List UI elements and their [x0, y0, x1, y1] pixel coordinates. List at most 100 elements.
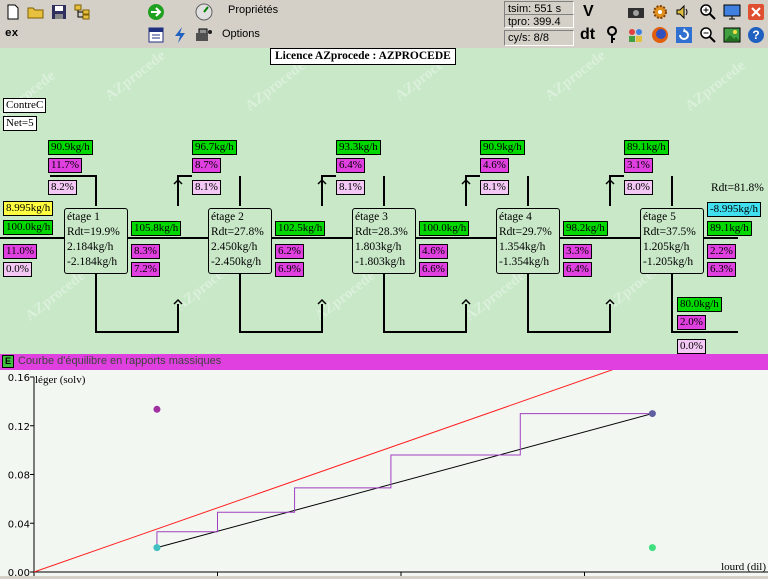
inter-pct2-4: 6.4% — [563, 262, 592, 277]
top-flow-3: 93.3kg/h — [336, 140, 381, 155]
stage-rdt: Rdt=19.9% — [67, 226, 120, 238]
chart-header: E Courbe d'équilibre en rapports massiqu… — [0, 354, 768, 370]
inter-pct2-5: 6.3% — [707, 262, 736, 277]
svg-text:?: ? — [752, 28, 759, 42]
stage-value-2: -2.450kg/h — [211, 256, 262, 268]
monitor-icon[interactable] — [721, 1, 743, 23]
stage-value-2: -1.354kg/h — [499, 256, 550, 268]
stage-5[interactable]: étage 5 Rdt=37.5% 1.205kg/h -1.205kg/h — [640, 208, 704, 274]
refresh-icon[interactable] — [673, 24, 695, 46]
top-pct-5: 3.1% — [624, 158, 653, 173]
top-flow-2: 96.7kg/h — [192, 140, 237, 155]
stage-value-2: -1.205kg/h — [643, 256, 694, 268]
stage-name: étage 4 — [499, 211, 532, 223]
v-button[interactable]: V — [583, 3, 594, 20]
people-icon[interactable] — [625, 24, 647, 46]
data-point — [153, 544, 161, 552]
bottom-flow: 80.0kg/h — [677, 297, 722, 312]
equilibrium-line — [33, 353, 659, 573]
stage-name: étage 5 — [643, 211, 676, 223]
zoom-in-icon[interactable] — [697, 1, 719, 23]
chart-svg: 0.16 0.12 0.08 0.04 0.00 léger (solv) lourd (d… — [8, 353, 768, 579]
inlet-pct-1: 11.0% — [3, 244, 38, 259]
calculator-icon[interactable] — [145, 24, 167, 46]
new-file-icon[interactable] — [2, 1, 24, 23]
data-point — [648, 410, 656, 418]
top-pct2-5: 8.0% — [624, 180, 653, 195]
save-icon[interactable] — [48, 1, 70, 23]
top-pct2-2: 8.1% — [192, 180, 221, 195]
dt-button[interactable]: dt — [580, 26, 596, 43]
lightning-icon[interactable] — [169, 24, 191, 46]
camera-icon[interactable] — [625, 1, 647, 23]
inter-pct-1: 8.3% — [131, 244, 160, 259]
license-banner: Licence AZprocede : AZPROCEDE — [270, 48, 456, 65]
inter-pct-3: 4.6% — [419, 244, 448, 259]
firefox-icon[interactable] — [649, 24, 671, 46]
top-pct2-1: 8.2% — [48, 180, 77, 195]
equipment-icon[interactable] — [193, 24, 215, 46]
top-pct-1: 11.7% — [48, 158, 83, 173]
stage-value-2: -1.803kg/h — [355, 256, 406, 268]
bottom-pct-1: 2.0% — [677, 315, 706, 330]
stage-value-1: 2.184kg/h — [67, 241, 114, 253]
chart-badge[interactable]: E — [2, 355, 14, 368]
open-folder-icon[interactable] — [25, 1, 47, 23]
stage-rdt: Rdt=29.7% — [499, 226, 552, 238]
forward-arrow-icon[interactable] — [145, 1, 167, 23]
x-axis-label: lourd (dil) — [721, 561, 766, 573]
inlet-flow: 100.0kg/h — [3, 220, 54, 235]
stage-steps — [156, 413, 653, 548]
inter-pct2-1: 7.2% — [131, 262, 160, 277]
bottom-pct-2: 0.0% — [677, 339, 706, 354]
ex-label: ex — [5, 28, 19, 40]
cys-readout: cy/s: 8/8 — [504, 30, 574, 46]
top-pct-4: 4.6% — [480, 158, 509, 173]
key-icon[interactable] — [601, 24, 623, 46]
gear-icon[interactable] — [649, 1, 671, 23]
tree-icon[interactable] — [71, 1, 93, 23]
stage-name: étage 1 — [67, 211, 100, 223]
stage-value-1: 1.354kg/h — [499, 241, 546, 253]
help-icon[interactable]: ? — [745, 24, 767, 46]
top-pct-2: 8.7% — [192, 158, 221, 173]
y-tick-label: 0.08 — [8, 471, 30, 482]
y-tick-label: 0.12 — [8, 422, 30, 433]
contre-label: ContreC — [3, 98, 47, 113]
stage-1[interactable]: étage 1 Rdt=19.9% 2.184kg/h -2.184kg/h — [64, 208, 128, 274]
inter-flow-2: 102.5kg/h — [275, 221, 326, 236]
tpro-readout: tpro: 399.4 — [504, 14, 574, 28]
inter-pct-4: 3.3% — [563, 244, 592, 259]
top-flow-1: 90.9kg/h — [48, 140, 93, 155]
process-diagram: AZprocede AZprocede AZprocede AZprocede … — [0, 48, 768, 354]
stage-value-1: 1.205kg/h — [643, 241, 690, 253]
top-flow-4: 90.9kg/h — [480, 140, 525, 155]
outlet-rdt: Rdt=81.8% — [711, 182, 764, 194]
operating-line — [156, 413, 653, 549]
inter-pct-5: 2.2% — [707, 244, 736, 259]
stage-rdt: Rdt=28.3% — [355, 226, 408, 238]
toolbar: Propriétés ex Options tsim: 551 s tpro: … — [0, 0, 768, 48]
inter-pct-2: 6.2% — [275, 244, 304, 259]
top-pct-3: 6.4% — [336, 158, 365, 173]
chart-title: Courbe d'équilibre en rapports massiques — [18, 355, 222, 367]
y-tick-label: 0.00 — [8, 568, 30, 576]
proprietes-button[interactable]: Propriétés — [228, 4, 279, 16]
inter-pct2-3: 6.6% — [419, 262, 448, 277]
stage-4[interactable]: étage 4 Rdt=29.7% 1.354kg/h -1.354kg/h — [496, 208, 560, 274]
inter-flow-5: 89.1kg/h — [707, 221, 752, 236]
gauge-icon[interactable] — [193, 1, 215, 23]
y-tick-label: 0.04 — [8, 519, 30, 530]
close-icon[interactable] — [745, 1, 767, 23]
speaker-icon[interactable] — [672, 1, 694, 23]
stage-value-2: -2.184kg/h — [67, 256, 118, 268]
zoom-out-icon[interactable] — [697, 24, 719, 46]
equilibrium-chart: 0.16 0.12 0.08 0.04 0.00 léger (solv) lourd (d… — [0, 353, 768, 579]
stage-3[interactable]: étage 3 Rdt=28.3% 1.803kg/h -1.803kg/h — [352, 208, 416, 274]
stage-name: étage 2 — [211, 211, 244, 223]
stage-2[interactable]: étage 2 Rdt=27.8% 2.450kg/h -2.450kg/h — [208, 208, 272, 274]
tsim-readout: tsim: 551 s — [504, 1, 574, 15]
picture-icon[interactable] — [721, 24, 743, 46]
pipe-lines — [0, 175, 738, 333]
options-button[interactable]: Options — [222, 28, 260, 40]
